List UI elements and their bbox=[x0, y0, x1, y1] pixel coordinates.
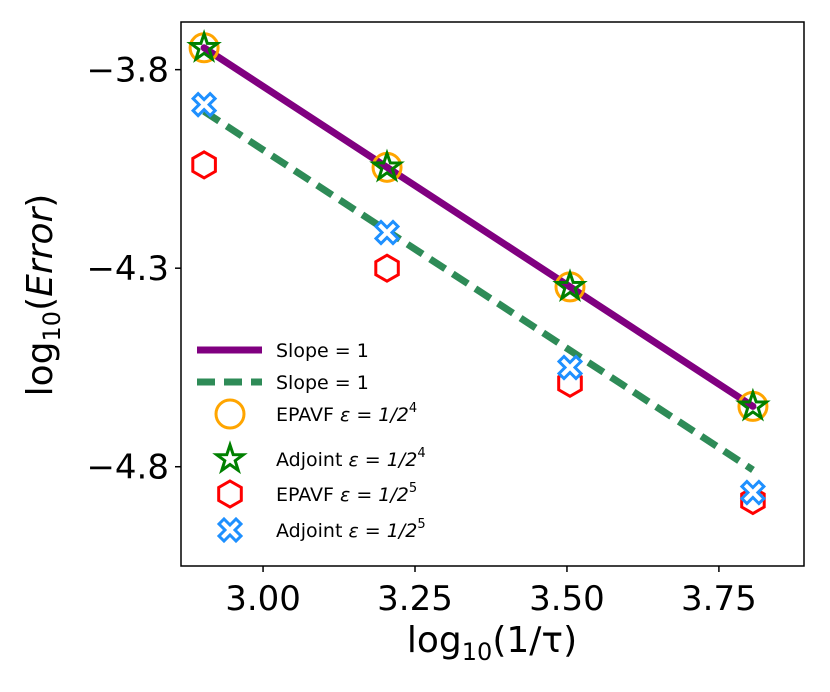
marker-center-dot bbox=[566, 283, 574, 291]
marker-hexagon bbox=[374, 253, 400, 283]
legend-markers bbox=[212, 398, 248, 544]
plot-frame bbox=[180, 21, 805, 567]
y-tick-label: −4.8 bbox=[86, 448, 169, 488]
y-tick-label: −3.8 bbox=[86, 51, 169, 91]
marker-x bbox=[739, 479, 767, 506]
x-tick-label: 3.00 bbox=[225, 579, 301, 619]
marker-hexagon bbox=[557, 368, 583, 399]
marker-star bbox=[735, 387, 771, 422]
x-tick-label: 3.50 bbox=[529, 579, 605, 619]
x-axis-title: log10(1/τ) bbox=[407, 620, 577, 666]
legend: Slope = 1 Slope = 1 EPAVF ε = 1/24 Adjoi… bbox=[197, 340, 426, 544]
data-markers bbox=[186, 29, 771, 516]
marker-star bbox=[552, 268, 588, 302]
marker-center-dot bbox=[383, 163, 391, 171]
x-tick-label: 3.75 bbox=[681, 579, 757, 619]
marker-x bbox=[556, 354, 584, 381]
marker-star bbox=[369, 148, 405, 183]
axis-ticks: 3.00 3.25 3.50 3.75 −3.8 −4.3 −4.8 bbox=[86, 51, 756, 619]
marker-star bbox=[186, 29, 222, 63]
x-tick-label: 3.25 bbox=[377, 579, 453, 619]
slope-line-solid bbox=[202, 44, 755, 410]
legend-label: Slope = 1 bbox=[276, 340, 369, 362]
marker-hexagon bbox=[191, 150, 217, 180]
marker-center-dot bbox=[200, 44, 208, 52]
legend-marker-x bbox=[216, 516, 244, 544]
legend-label: EPAVF ε = 1/24 bbox=[276, 401, 417, 426]
legend-label: Slope = 1 bbox=[276, 372, 369, 394]
y-tick-label: −4.3 bbox=[86, 249, 169, 289]
slope-line-dashed bbox=[202, 108, 755, 473]
legend-marker-circle bbox=[214, 398, 246, 430]
y-axis-title: log10(Error) bbox=[20, 194, 66, 397]
marker-hexagon bbox=[740, 485, 766, 516]
legend-marker-hexagon bbox=[217, 479, 243, 509]
legend-label: Adjoint ε = 1/25 bbox=[276, 517, 426, 542]
reference-lines bbox=[202, 44, 755, 473]
legend-label: Adjoint ε = 1/24 bbox=[276, 446, 426, 471]
legend-marker-star bbox=[212, 440, 248, 475]
marker-x bbox=[190, 91, 218, 118]
marker-x bbox=[373, 219, 401, 246]
marker-center-dot bbox=[749, 402, 757, 410]
legend-label: EPAVF ε = 1/25 bbox=[276, 481, 417, 506]
